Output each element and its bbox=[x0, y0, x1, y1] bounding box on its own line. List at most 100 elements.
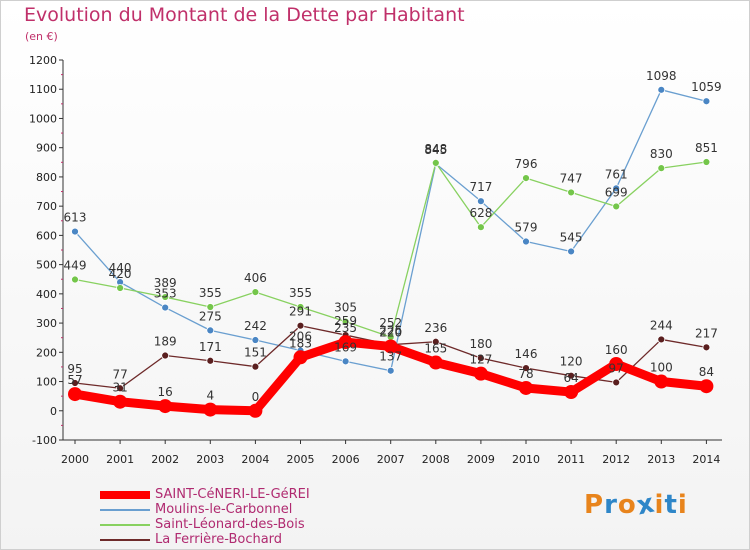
point-label: 16 bbox=[158, 385, 173, 399]
y-tick-label: 400 bbox=[36, 288, 57, 301]
x-tick-label: 2001 bbox=[106, 453, 134, 466]
x-tick-label: 2011 bbox=[557, 453, 585, 466]
series-lines bbox=[68, 85, 714, 418]
y-tick-label: 200 bbox=[36, 346, 57, 359]
proxiti-logo: Proxiti bbox=[584, 488, 688, 521]
point-label: 77 bbox=[112, 367, 127, 381]
point-label: 171 bbox=[199, 340, 222, 354]
series-point-2 bbox=[567, 188, 575, 197]
logo-letter: o bbox=[617, 490, 637, 520]
point-label: 206 bbox=[289, 330, 312, 344]
series-point-0 bbox=[248, 403, 263, 418]
x-tick-label: 2003 bbox=[196, 453, 224, 466]
point-label: 95 bbox=[67, 362, 82, 376]
series-point-2 bbox=[341, 317, 350, 326]
series-point-3 bbox=[116, 384, 124, 393]
logo-letter: i bbox=[654, 490, 665, 520]
point-label: 127 bbox=[469, 353, 492, 367]
x-tick-label: 2010 bbox=[512, 453, 540, 466]
series-point-2 bbox=[296, 303, 305, 311]
series-point-0 bbox=[609, 357, 624, 371]
point-label: 160 bbox=[605, 343, 628, 357]
point-label: 217 bbox=[695, 326, 718, 340]
point-label: 545 bbox=[560, 230, 583, 244]
series-point-1 bbox=[567, 247, 575, 256]
point-label: 1059 bbox=[691, 80, 722, 94]
series-point-3 bbox=[522, 364, 530, 372]
point-label: 169 bbox=[334, 340, 357, 354]
point-label: 406 bbox=[244, 271, 267, 285]
series-point-2 bbox=[612, 202, 621, 211]
x-tick-label: 2000 bbox=[61, 453, 89, 466]
point-label: 747 bbox=[560, 171, 583, 185]
series-point-0 bbox=[203, 402, 218, 417]
series-point-0 bbox=[383, 339, 398, 354]
point-label: 449 bbox=[64, 259, 87, 273]
series-point-2 bbox=[161, 293, 170, 301]
legend-label: La Ferrière-Bochard bbox=[155, 532, 283, 547]
series-point-1 bbox=[522, 237, 530, 246]
series-point-0 bbox=[113, 394, 128, 409]
point-label: 291 bbox=[289, 305, 312, 319]
y-tick-label: 0 bbox=[50, 405, 57, 418]
legend-swatch bbox=[100, 538, 150, 541]
point-label: 305 bbox=[334, 301, 357, 315]
legend-label: Moulins-le-Carbonnel bbox=[155, 502, 293, 517]
y-tick-label: 600 bbox=[36, 229, 57, 242]
point-label: 137 bbox=[379, 350, 402, 364]
series-point-2 bbox=[71, 275, 79, 284]
legend-label: Saint-Léonard-des-Bois bbox=[155, 517, 305, 532]
point-label: 355 bbox=[289, 286, 312, 300]
x-tick-label: 2012 bbox=[602, 453, 630, 466]
point-label: 440 bbox=[109, 261, 132, 275]
legend-label: SAINT-CéNERI-LE-GéREI bbox=[155, 487, 310, 502]
point-label: 613 bbox=[64, 211, 87, 225]
x-tick-label: 2008 bbox=[422, 453, 450, 466]
series-point-2 bbox=[657, 164, 666, 173]
y-tick-label: 700 bbox=[36, 200, 57, 213]
series-point-0 bbox=[564, 385, 579, 400]
point-label: 761 bbox=[605, 167, 628, 181]
series-point-0 bbox=[654, 374, 669, 389]
series-point-2 bbox=[116, 284, 124, 292]
series-point-0 bbox=[293, 350, 308, 365]
series-point-1 bbox=[251, 336, 260, 344]
logo-letter: t bbox=[664, 490, 678, 520]
point-label: 579 bbox=[515, 221, 538, 235]
series-point-3 bbox=[431, 337, 440, 346]
series-point-3 bbox=[71, 379, 79, 387]
series-point-1 bbox=[702, 97, 711, 106]
x-tick-label: 2005 bbox=[287, 453, 315, 466]
legend-swatch bbox=[100, 490, 150, 499]
x-tick-label: 2002 bbox=[151, 453, 179, 466]
y-tick-label: 1000 bbox=[29, 112, 57, 125]
point-label: 31 bbox=[112, 381, 127, 395]
series-point-3 bbox=[612, 378, 621, 387]
legend-item: Moulins-le-Carbonnel bbox=[100, 502, 292, 517]
y-tick-label: 300 bbox=[36, 317, 57, 330]
series-point-1 bbox=[161, 303, 170, 312]
point-label: 100 bbox=[650, 361, 673, 375]
series-point-3 bbox=[702, 343, 711, 352]
point-label: 242 bbox=[244, 319, 267, 333]
x-tick-label: 2007 bbox=[377, 453, 405, 466]
logo-letter: r bbox=[604, 490, 618, 520]
point-label: 236 bbox=[424, 321, 447, 335]
y-tick-label: -100 bbox=[32, 434, 57, 447]
point-label: 1098 bbox=[646, 69, 677, 83]
series-point-1 bbox=[341, 357, 350, 366]
point-label: 220 bbox=[379, 325, 402, 339]
point-label: 830 bbox=[650, 147, 673, 161]
series-point-2 bbox=[251, 288, 260, 296]
series-point-0 bbox=[158, 399, 173, 414]
y-tick-label: 900 bbox=[36, 142, 57, 155]
point-label: 183 bbox=[289, 336, 312, 350]
point-label: 189 bbox=[154, 335, 177, 349]
point-label: 180 bbox=[469, 337, 492, 351]
point-label: 57 bbox=[67, 373, 82, 387]
point-label: 0 bbox=[252, 390, 260, 404]
point-label: 4 bbox=[206, 389, 214, 403]
point-label: 244 bbox=[650, 318, 673, 332]
